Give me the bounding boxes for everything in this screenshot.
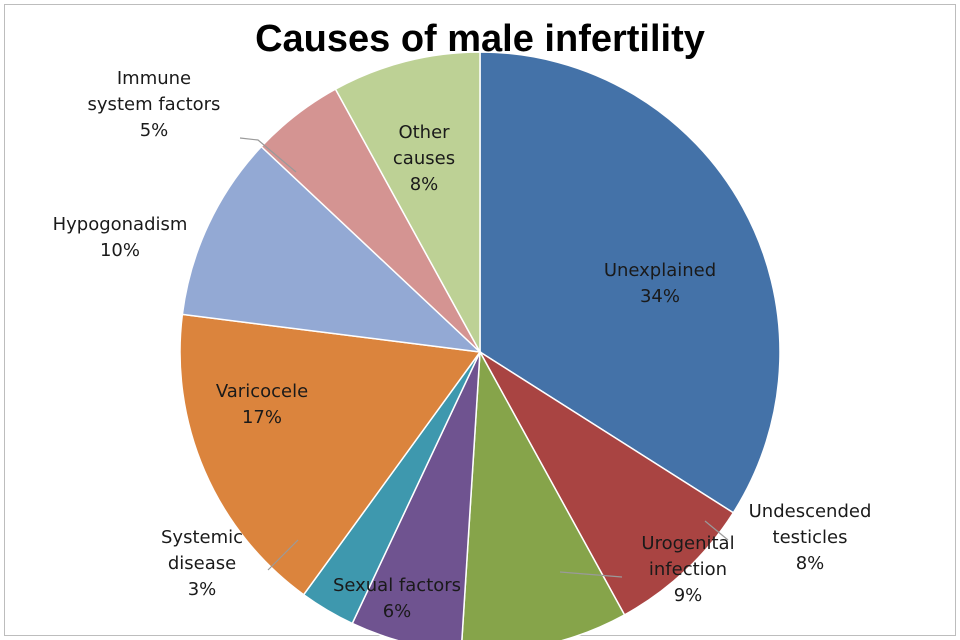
pie-slice-3 xyxy=(461,349,626,640)
slice-label-7: Hypogonadism 10% xyxy=(53,214,188,261)
slice-label-5: Systemic disease 3% xyxy=(161,527,243,600)
slice-label-4: Sexual factors 6% xyxy=(333,575,461,622)
leader-line-2 xyxy=(704,520,729,541)
slice-label-2: Undescended testicles 8% xyxy=(749,501,872,574)
slice-label-3: Urogenital infection 9% xyxy=(641,533,734,606)
slice-label-1: Unexplained 34% xyxy=(604,260,716,307)
slice-label-6: Varicocele 17% xyxy=(216,381,308,428)
leader-line-3 xyxy=(559,571,623,578)
leader-line-5 xyxy=(267,539,299,571)
pie-slice-7 xyxy=(181,145,483,354)
pie-slice-1 xyxy=(479,51,781,514)
pie-slice-6 xyxy=(179,313,482,596)
slice-label-8: Immune system factors 5% xyxy=(88,68,221,141)
slice-label-9: Other causes 8% xyxy=(393,122,455,195)
leader-line-8 xyxy=(239,137,297,173)
pie-slice-2 xyxy=(479,351,735,616)
pie-slice-9 xyxy=(334,51,481,353)
